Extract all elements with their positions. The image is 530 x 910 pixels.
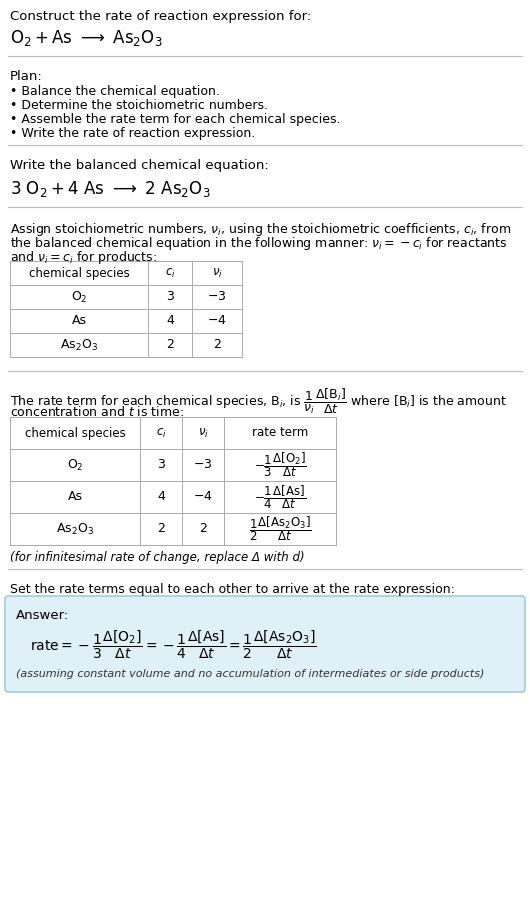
Text: 2: 2 (199, 522, 207, 535)
Text: $-3$: $-3$ (193, 459, 213, 471)
Text: $\mathrm{3\ O_2 + 4\ As\ \longrightarrow\ 2\ As_2O_3}$: $\mathrm{3\ O_2 + 4\ As\ \longrightarrow… (10, 179, 210, 199)
Text: 2: 2 (166, 339, 174, 351)
Text: 3: 3 (157, 459, 165, 471)
Text: $\mathrm{O_2}$: $\mathrm{O_2}$ (70, 289, 87, 305)
Text: $-4$: $-4$ (207, 315, 227, 328)
Text: The rate term for each chemical species, $\mathrm{B}_i$, is $\dfrac{1}{\nu_i}\df: The rate term for each chemical species,… (10, 387, 507, 416)
Text: $\mathrm{As_2O_3}$: $\mathrm{As_2O_3}$ (60, 338, 98, 352)
Text: the balanced chemical equation in the following manner: $\nu_i = -c_i$ for react: the balanced chemical equation in the fo… (10, 235, 508, 252)
Text: (for infinitesimal rate of change, replace Δ with d): (for infinitesimal rate of change, repla… (10, 551, 305, 564)
Text: 4: 4 (157, 490, 165, 503)
Text: Assign stoichiometric numbers, $\nu_i$, using the stoichiometric coefficients, $: Assign stoichiometric numbers, $\nu_i$, … (10, 221, 511, 238)
Text: $-\dfrac{1}{4}\dfrac{\Delta[\mathrm{As}]}{\Delta t}$: $-\dfrac{1}{4}\dfrac{\Delta[\mathrm{As}]… (254, 483, 306, 511)
Text: $c_i$: $c_i$ (165, 267, 175, 279)
Text: $\nu_i$: $\nu_i$ (211, 267, 223, 279)
FancyBboxPatch shape (5, 596, 525, 692)
Text: $c_i$: $c_i$ (156, 427, 166, 440)
Text: $-3$: $-3$ (207, 290, 227, 304)
Text: Plan:: Plan: (10, 70, 43, 83)
Text: $\mathrm{O_2 + As\ \longrightarrow\ As_2O_3}$: $\mathrm{O_2 + As\ \longrightarrow\ As_2… (10, 28, 163, 48)
Text: • Determine the stoichiometric numbers.: • Determine the stoichiometric numbers. (10, 99, 268, 112)
Text: $\mathrm{As_2O_3}$: $\mathrm{As_2O_3}$ (56, 521, 94, 537)
Text: • Write the rate of reaction expression.: • Write the rate of reaction expression. (10, 127, 255, 140)
Text: Set the rate terms equal to each other to arrive at the rate expression:: Set the rate terms equal to each other t… (10, 583, 455, 596)
Text: 3: 3 (166, 290, 174, 304)
Text: 2: 2 (157, 522, 165, 535)
Text: $\mathrm{O_2}$: $\mathrm{O_2}$ (67, 458, 83, 472)
Text: Write the balanced chemical equation:: Write the balanced chemical equation: (10, 159, 269, 172)
Text: $-\dfrac{1}{3}\dfrac{\Delta[\mathrm{O_2}]}{\Delta t}$: $-\dfrac{1}{3}\dfrac{\Delta[\mathrm{O_2}… (253, 450, 306, 480)
Text: chemical species: chemical species (29, 267, 129, 279)
Text: 4: 4 (166, 315, 174, 328)
Text: concentration and $t$ is time:: concentration and $t$ is time: (10, 405, 184, 419)
Text: chemical species: chemical species (24, 427, 126, 440)
Text: As: As (72, 315, 86, 328)
Text: As: As (67, 490, 83, 503)
Text: • Balance the chemical equation.: • Balance the chemical equation. (10, 85, 220, 98)
Text: $-4$: $-4$ (193, 490, 213, 503)
Text: (assuming constant volume and no accumulation of intermediates or side products): (assuming constant volume and no accumul… (16, 669, 484, 679)
Text: Answer:: Answer: (16, 609, 69, 622)
Text: rate term: rate term (252, 427, 308, 440)
Text: and $\nu_i = c_i$ for products:: and $\nu_i = c_i$ for products: (10, 249, 157, 266)
Text: $\mathrm{rate} = -\dfrac{1}{3}\dfrac{\Delta[\mathrm{O_2}]}{\Delta t} = -\dfrac{1: $\mathrm{rate} = -\dfrac{1}{3}\dfrac{\De… (30, 629, 317, 662)
Text: Construct the rate of reaction expression for:: Construct the rate of reaction expressio… (10, 10, 311, 23)
Text: $\nu_i$: $\nu_i$ (198, 427, 208, 440)
Text: 2: 2 (213, 339, 221, 351)
Text: • Assemble the rate term for each chemical species.: • Assemble the rate term for each chemic… (10, 113, 340, 126)
Text: $\dfrac{1}{2}\dfrac{\Delta[\mathrm{As_2O_3}]}{\Delta t}$: $\dfrac{1}{2}\dfrac{\Delta[\mathrm{As_2O… (249, 515, 312, 543)
